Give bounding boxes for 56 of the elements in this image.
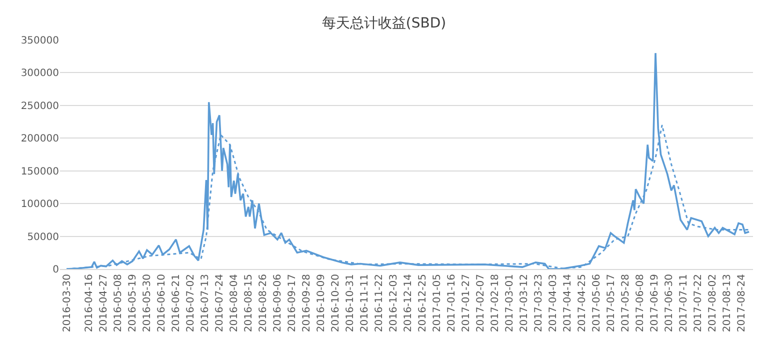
x-tick-label: 2017-08-13: [722, 274, 733, 332]
x-tick-label: 2017-05-17: [606, 274, 617, 332]
x-tick-label: 2017-04-14: [562, 274, 574, 332]
x-tick-label: 2016-09-06: [272, 274, 284, 332]
x-tick-label: 2016-11-22: [374, 274, 386, 332]
x-tick-label: 2017-03-01: [504, 274, 516, 332]
x-tick-label: 2017-01-16: [446, 274, 458, 332]
x-tick-label: 2017-04-03: [548, 274, 559, 332]
x-tick-label: 2016-06-21: [171, 274, 182, 332]
x-tick-label: 2017-01-05: [432, 274, 444, 332]
x-tick-label: 2017-06-08: [634, 274, 646, 332]
x-tick-label: 2017-01-27: [461, 274, 472, 332]
x-tick-label: 2017-06-30: [664, 274, 675, 332]
x-tick-label: 2017-08-24: [736, 274, 748, 332]
y-tick-label: 350000: [20, 36, 59, 46]
x-tick-label: 2017-06-19: [649, 274, 660, 332]
x-tick-label: 2017-02-07: [476, 274, 487, 332]
x-tick-label: 2017-07-11: [678, 274, 690, 332]
y-tick-label: 150000: [20, 166, 59, 178]
x-tick-label: 2016-05-30: [142, 274, 154, 332]
x-tick-label: 2016-08-26: [258, 274, 270, 332]
x-tick-label: 2016-12-14: [403, 274, 414, 332]
y-tick-label: 300000: [20, 68, 59, 80]
x-tick-label: 2016-06-10: [156, 274, 168, 332]
x-tick-label: 2017-03-12: [519, 274, 530, 332]
y-tick-label: 50000: [27, 232, 59, 243]
x-tick-label: 2016-08-04: [229, 274, 240, 332]
x-tick-label: 2016-12-25: [418, 274, 429, 332]
x-tick-label: 2016-05-08: [113, 274, 124, 332]
y-tick-label: 250000: [20, 100, 59, 112]
x-tick-label: 2016-03-30: [62, 274, 73, 332]
y-tick-label: 100000: [20, 199, 59, 210]
x-tick-label: 2016-05-19: [128, 274, 139, 332]
x-tick-label: 2016-08-15: [244, 274, 255, 332]
y-tick-label: 200000: [20, 134, 59, 145]
x-tick-label: 2017-03-23: [534, 274, 544, 332]
x-tick-label: 2016-07-24: [214, 274, 226, 332]
x-tick-label: 2016-09-17: [287, 274, 298, 332]
x-tick-label: 2016-11-11: [360, 274, 371, 332]
x-tick-label: 2017-07-22: [692, 274, 704, 332]
x-tick-label: 2017-02-18: [490, 274, 502, 332]
x-tick-label: 2017-05-06: [591, 274, 602, 332]
y-tick-label: 0: [52, 264, 59, 276]
x-tick-label: 2016-04-27: [98, 274, 110, 332]
x-tick-label: 2016-10-20: [330, 274, 342, 332]
x-tick-label: 2016-10-09: [316, 274, 328, 332]
x-tick-label: 2017-04-25: [576, 274, 588, 332]
chart-title: 每天总计收益(SBD): [322, 15, 446, 32]
x-tick-label: 2016-10-31: [345, 274, 356, 332]
x-tick-label: 2017-08-02: [707, 274, 718, 332]
x-tick-label: 2016-07-02: [186, 274, 197, 332]
x-tick-label: 2016-04-16: [84, 274, 96, 332]
x-tick-label: 2017-05-28: [620, 274, 632, 332]
x-tick-label: 2016-09-28: [302, 274, 313, 332]
x-tick-label: 2016-12-03: [388, 274, 400, 332]
x-tick-label: 2016-07-13: [200, 274, 212, 332]
